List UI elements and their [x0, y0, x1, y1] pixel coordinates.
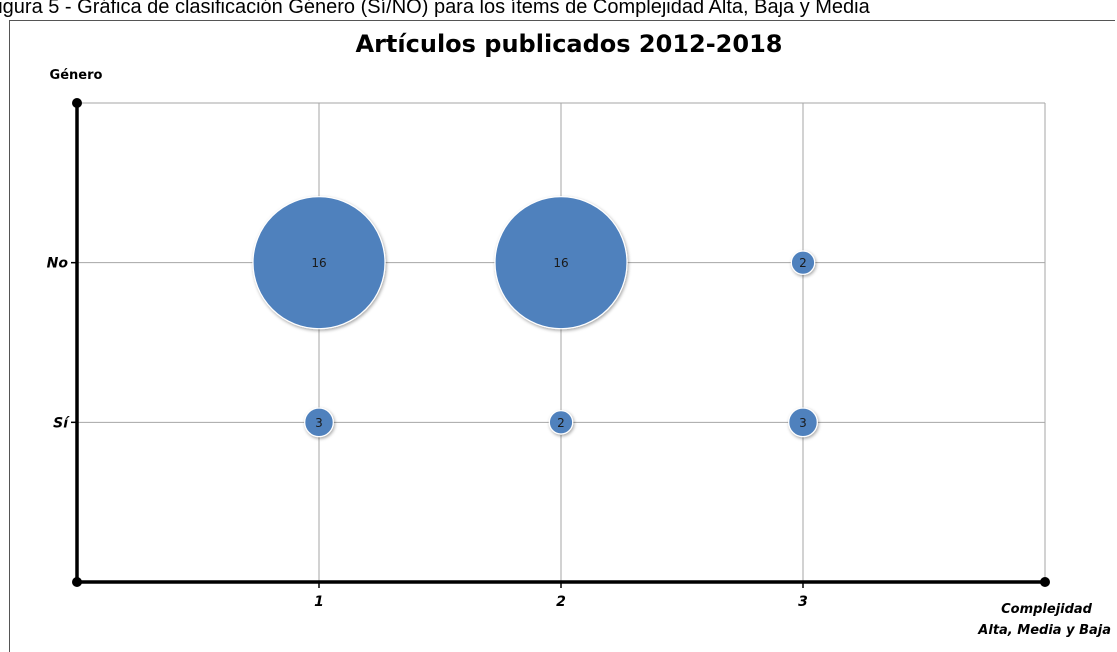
bubble-label: 16 [553, 256, 568, 270]
chart-title: Artículos publicados 2012-2018 [356, 30, 783, 58]
bubble-5: 2 [548, 410, 574, 435]
figure-caption: Figura 5 - Gráfica de clasificación Géne… [0, 0, 870, 18]
bubbles: 16 16 2 3 2 3 [252, 196, 818, 438]
bubble-6: 3 [788, 407, 818, 438]
x-axis-end-dot [1040, 577, 1050, 587]
bubble-circle [790, 250, 816, 275]
bubble-circle [252, 196, 386, 330]
x-axis-title-line1: Complejidad [1001, 602, 1093, 617]
bubble-circle [548, 410, 574, 435]
bubble-3: 2 [790, 250, 816, 275]
axes [71, 98, 1050, 588]
bubble-4: 3 [304, 407, 334, 438]
bubble-circle [304, 407, 334, 438]
origin-dot [72, 577, 82, 587]
gridlines [77, 102, 1046, 582]
x-tick-label-2: 2 [556, 594, 566, 610]
x-tick-label-1: 1 [314, 594, 324, 610]
x-axis-title-line2: Alta, Media y Baja [977, 623, 1111, 638]
y-axis-title: Género [50, 68, 103, 83]
chart-frame [9, 20, 1115, 652]
y-axis-end-dot [72, 98, 82, 108]
x-tick-label-3: 3 [798, 594, 808, 610]
bubble-label: 2 [557, 416, 565, 430]
bubble-1: 16 [252, 196, 386, 330]
bubble-label: 2 [799, 256, 807, 270]
y-tick-label-2: No [47, 256, 69, 272]
bubble-label: 16 [311, 256, 326, 270]
bubble-circle [494, 196, 628, 330]
bubble-circle [788, 407, 818, 438]
bubble-label: 3 [315, 416, 323, 430]
bubble-2: 16 [494, 196, 628, 330]
bubble-label: 3 [799, 416, 807, 430]
tick-labels: 1 2 3 Sí No [47, 256, 808, 610]
y-tick-label-1: Sí [53, 415, 70, 431]
